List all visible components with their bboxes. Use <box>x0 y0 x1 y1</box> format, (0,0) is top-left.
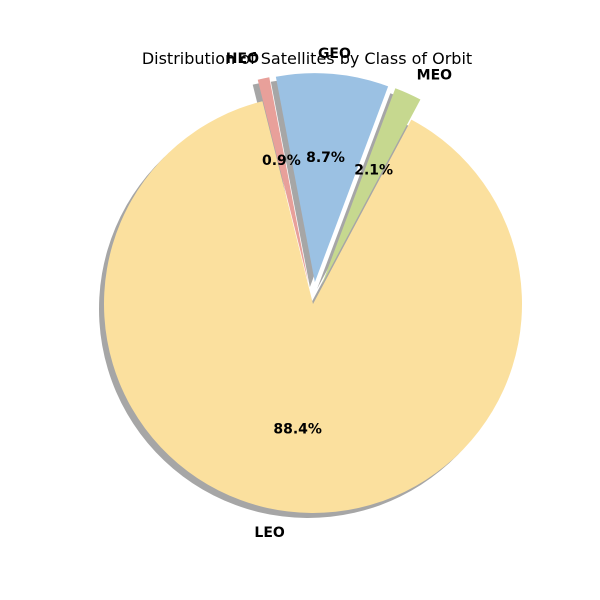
slice-label-meo: MEO <box>417 67 452 83</box>
slice-pct-geo: 8.7% <box>306 150 345 166</box>
chart-title: Distribution of Satellites by Class of O… <box>142 49 472 68</box>
slice-label-leo: LEO <box>254 525 284 541</box>
slice-label-heo: HEO <box>226 51 259 67</box>
slice-label-geo: GEO <box>318 46 351 62</box>
slice-pct-leo: 88.4% <box>273 421 322 437</box>
pie-slice-heo <box>257 77 309 283</box>
pie-slice-meo <box>322 88 421 284</box>
pie-slice-geo <box>275 73 389 283</box>
slice-pct-heo: 0.9% <box>262 153 301 169</box>
slice-labels: LEO 88.4% MEO 2.1% GEO 8.7% HEO 0.9% <box>226 46 452 541</box>
slices <box>103 73 522 513</box>
pie-slice-leo <box>103 101 522 513</box>
slice-pct-meo: 2.1% <box>354 163 393 179</box>
